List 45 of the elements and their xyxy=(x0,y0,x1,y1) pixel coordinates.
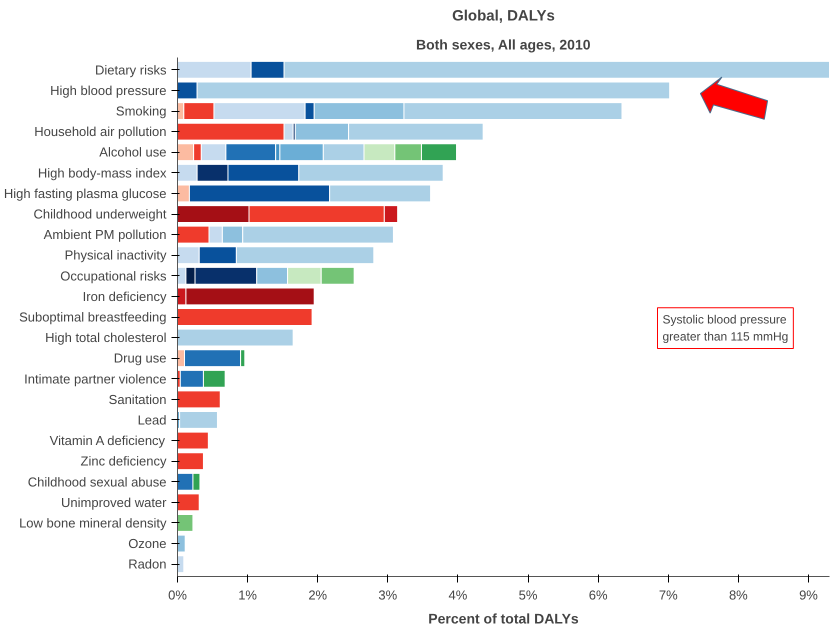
y-tick-label: High total cholesterol xyxy=(45,330,167,346)
y-tick-label: Vitamin A deficiency xyxy=(50,433,166,448)
x-tick-label: 5% xyxy=(518,588,538,602)
y-tick-label: Zinc deficiency xyxy=(80,454,167,469)
y-tick-label: Occupational risks xyxy=(60,268,167,284)
y-tick-label: High body-mass index xyxy=(38,165,167,180)
y-tick-label: Smoking xyxy=(116,104,166,119)
x-tick-label: 0% xyxy=(168,588,188,602)
y-tick-label: Suboptimal breastfeeding xyxy=(19,310,167,324)
y-tick-label: Drug use xyxy=(114,350,166,366)
chart-title: Global, DALYs xyxy=(452,8,555,24)
y-tick-label: Alcohol use xyxy=(99,144,167,160)
y-tick-label: High fasting plasma glucose xyxy=(4,186,167,201)
x-axis-title: Percent of total DALYs xyxy=(428,610,579,626)
chart-subtitle: Both sexes, All ages, 2010 xyxy=(416,36,591,52)
y-tick-label: Low bone mineral density xyxy=(19,515,167,530)
y-tick-label: Sanitation xyxy=(108,392,167,407)
y-tick-label: Radon xyxy=(128,556,167,572)
y-tick-label: Unimproved water xyxy=(61,494,168,510)
bar xyxy=(178,308,313,326)
y-tick-label: Childhood underweight xyxy=(34,206,167,222)
x-tick-label: 7% xyxy=(658,588,678,602)
x-tick-label: 6% xyxy=(588,588,608,602)
y-tick-label: Intimate partner violence xyxy=(24,371,167,386)
bar xyxy=(178,452,204,470)
bar xyxy=(178,390,221,408)
bar xyxy=(178,555,184,574)
y-tick-label: Lead xyxy=(138,412,166,428)
annotation: Systolic blood pressure greater than 115 mmHg xyxy=(662,312,788,344)
bar xyxy=(178,493,200,512)
y-tick-label: Household air pollution xyxy=(34,124,167,140)
x-tick-label: 3% xyxy=(378,588,398,602)
x-tick-label: 2% xyxy=(308,588,328,602)
bar xyxy=(178,432,209,450)
y-tick-label: Ozone xyxy=(128,536,167,552)
y-tick-label: Dietary risks xyxy=(94,62,167,78)
x-tick-label: 8% xyxy=(728,588,748,602)
y-tick-label: Childhood sexual abuse xyxy=(28,474,167,490)
x-tick-label: 1% xyxy=(238,588,258,602)
x-tick-label: 4% xyxy=(448,588,468,602)
y-tick-label: High blood pressure xyxy=(50,82,167,98)
y-tick-label: Physical inactivity xyxy=(64,248,167,263)
y-tick-label: Ambient PM pollution xyxy=(44,227,167,242)
x-tick-label: 9% xyxy=(799,588,818,602)
y-tick-label: Iron deficiency xyxy=(82,288,167,304)
